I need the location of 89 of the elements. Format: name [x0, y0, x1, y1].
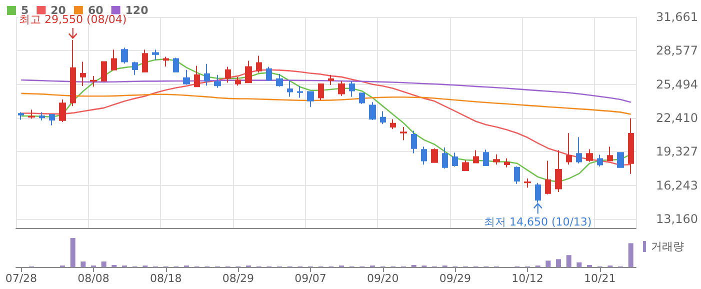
candlestick: [111, 49, 117, 70]
bar: [101, 261, 106, 267]
candlestick: [359, 92, 365, 104]
annotation: 최고 29,550 (08/04): [18, 13, 127, 26]
candlestick: [328, 74, 334, 86]
candlestick: [493, 154, 500, 165]
candlestick: [607, 146, 613, 162]
x-tick-label: 10/21: [584, 272, 616, 285]
legend-label: 거래량: [651, 240, 684, 253]
candlestick: [18, 112, 24, 120]
candlestick: [483, 149, 489, 166]
candlestick: [307, 91, 314, 108]
candlestick: [555, 150, 562, 192]
x-tick-label: 09/20: [366, 272, 399, 285]
x-tick-label: 09/07: [294, 272, 326, 285]
candlestick: [514, 166, 520, 184]
candlestick: [152, 49, 159, 61]
legend-label: 120: [125, 4, 149, 17]
candlestick: [183, 69, 190, 86]
annotation: 최저 14,650 (10/13): [484, 215, 592, 228]
y-tick-label: 31,661: [656, 10, 698, 24]
candlestick: [297, 85, 303, 98]
candlestick: [628, 118, 634, 174]
candlestick: [400, 126, 407, 141]
candlestick: [349, 80, 355, 98]
candlestick: [442, 147, 448, 170]
candlestick: [39, 112, 45, 121]
candlestick: [617, 152, 624, 168]
y-tick-label: 19,327: [656, 144, 698, 159]
bar: [566, 255, 572, 267]
x-tick-label: 10/12: [512, 272, 544, 285]
line-series: [20, 69, 632, 166]
candlestick: [473, 150, 479, 164]
candlestick: [421, 146, 427, 165]
candlestick: [132, 61, 138, 76]
x-tick-label: 08/18: [150, 272, 182, 285]
candlestick: [504, 158, 510, 168]
bar: [70, 238, 76, 267]
candlestick: [369, 102, 376, 121]
candlestick: [431, 148, 438, 164]
candlestick: [235, 76, 241, 86]
candlestick: [338, 80, 345, 96]
line-series: [20, 92, 632, 115]
candlestick: [163, 56, 169, 67]
candlestick: [194, 65, 200, 88]
x-tick-label: 08/29: [222, 272, 254, 285]
candlestick: [80, 61, 86, 86]
y-tick-label: 22,410: [656, 110, 698, 125]
x-tick-label: 08/08: [78, 272, 110, 285]
candlestick: [462, 160, 469, 171]
candlestick: [287, 79, 293, 98]
y-tick-label: 25,494: [656, 77, 698, 92]
candlestick: [380, 110, 386, 125]
candlestick: [101, 61, 107, 82]
candlestick: [452, 152, 458, 167]
candlestick: [597, 154, 603, 167]
candlestick: [390, 118, 396, 130]
candlestick: [121, 47, 128, 64]
candlestick: [524, 178, 531, 188]
candlestick: [545, 160, 551, 195]
x-tick-label: 09/29: [439, 272, 472, 285]
candlestick: [276, 73, 283, 88]
bar: [628, 243, 634, 267]
candlestick: [245, 60, 252, 84]
candlestick: [566, 132, 572, 165]
y-tick-label: 28,577: [656, 44, 698, 58]
candlestick: [586, 148, 593, 162]
candlestick: [142, 49, 148, 72]
candlestick: [49, 114, 55, 126]
bar: [546, 260, 551, 267]
candlestick: [256, 55, 262, 74]
bar: [556, 259, 561, 267]
candlestick: [90, 75, 97, 88]
bar: [80, 261, 86, 267]
candlestick: [225, 66, 231, 84]
candlestick: [59, 99, 66, 123]
candlestick: [576, 136, 582, 164]
candlestick: [173, 57, 179, 72]
candlestick: [266, 66, 272, 82]
y-tick-label: 16,243: [656, 178, 698, 192]
line-series: [20, 79, 632, 103]
candlestick: [28, 109, 35, 120]
bar: [576, 262, 582, 267]
candlestick: [411, 130, 417, 154]
candlestick: [318, 84, 324, 101]
candlestick: [214, 74, 221, 88]
y-tick-label: 13,160: [656, 212, 698, 226]
x-tick-label: 07/28: [5, 272, 38, 285]
candlestick: [204, 63, 210, 86]
